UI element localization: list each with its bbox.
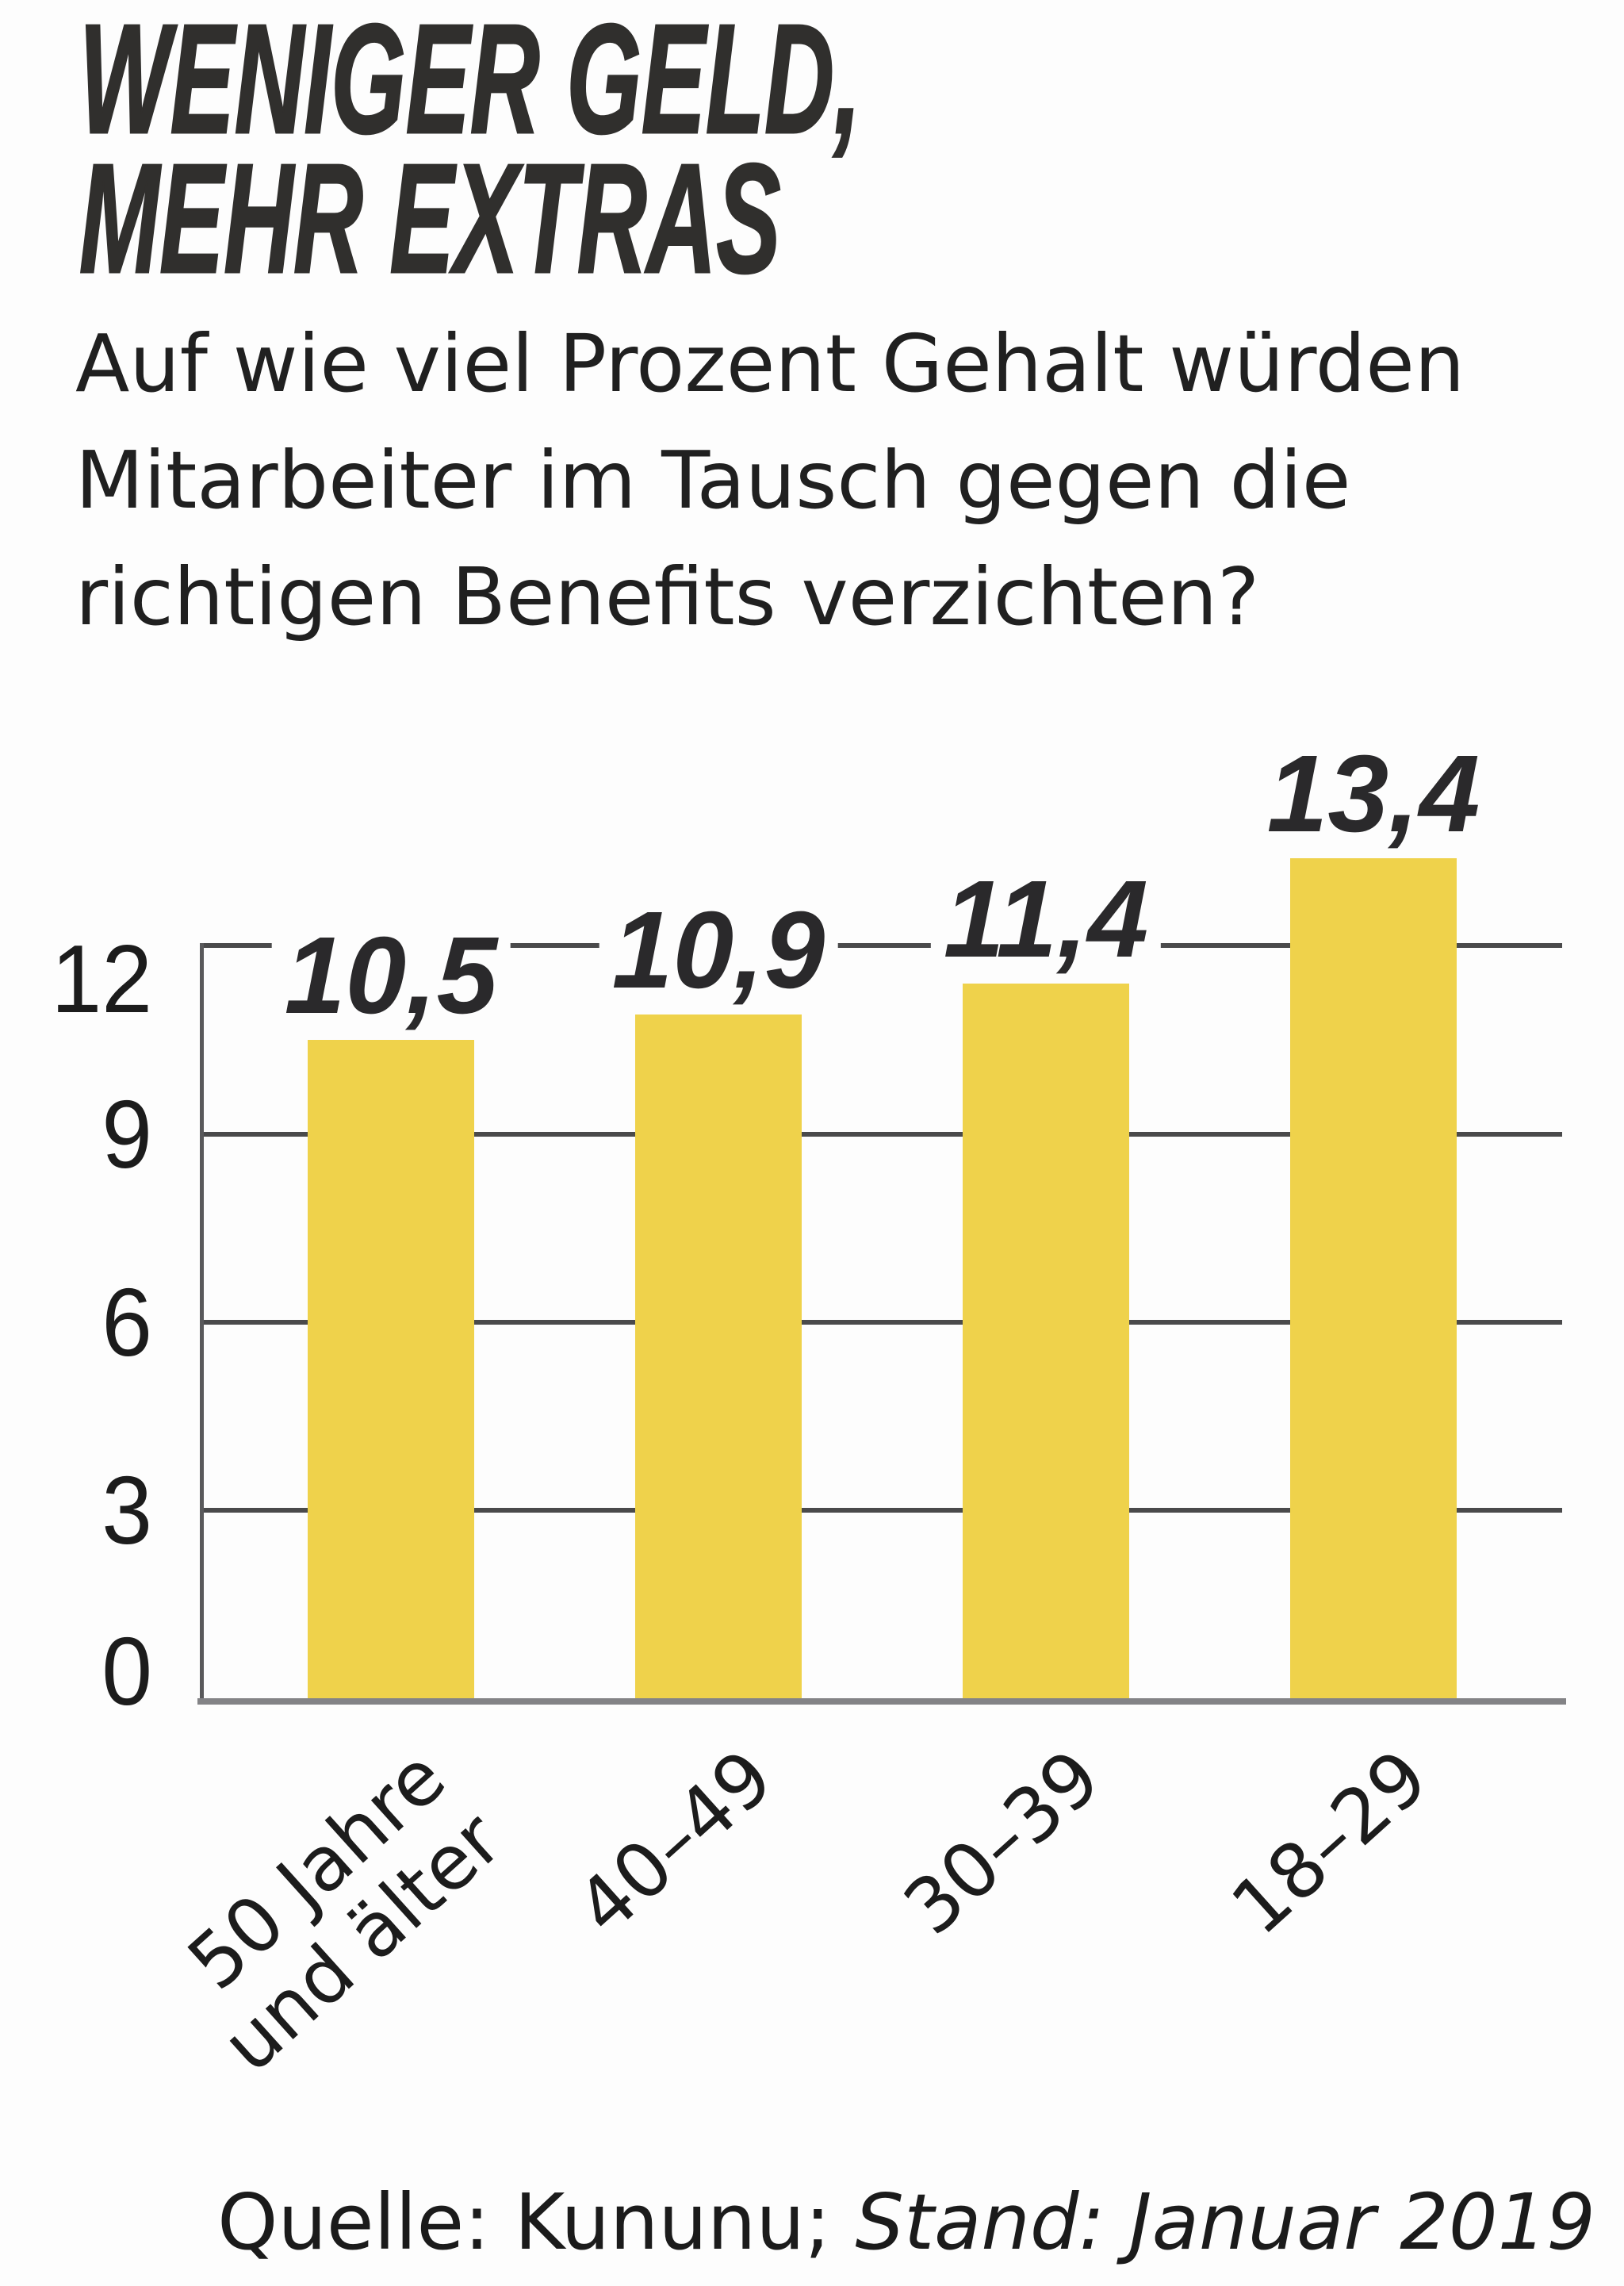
title-line-2: MEHR EXTRAS <box>79 132 781 305</box>
chart-subtitle: Auf wie viel Prozent Gehalt würden Mitarb… <box>75 317 1465 643</box>
y-axis-tick-label: 12 <box>51 925 152 1034</box>
bar-50-Jahre-und-lter <box>308 1039 474 1698</box>
y-axis-tick-label: 3 <box>102 1456 152 1564</box>
y-axis-line <box>200 943 204 1705</box>
x-axis-category-label: 18–29 <box>1215 1733 1445 1952</box>
y-axis-tick-label: 0 <box>102 1617 152 1725</box>
gridline-9 <box>200 1131 1562 1137</box>
bar-18-29 <box>1290 857 1457 1698</box>
title-line-1: WENIGER GELD, <box>79 0 862 166</box>
gridline-6 <box>200 1319 1562 1325</box>
bar-value-label: 10,9 <box>599 896 838 1006</box>
bar-30-39 <box>963 983 1129 1698</box>
x-axis-category-label: 30–39 <box>887 1733 1117 1952</box>
bar-40-49 <box>635 1015 802 1698</box>
source-note: Quelle: Kununu; Stand: Januar 2019 <box>217 2177 1595 2267</box>
gridline-3 <box>200 1507 1562 1513</box>
x-axis-category-label: 50 Jahre und älter <box>171 1733 519 2089</box>
source-date: Stand: Januar 2019 <box>855 2177 1595 2267</box>
gridline-12 <box>200 943 1562 949</box>
y-axis-tick-label: 9 <box>102 1080 152 1188</box>
bar-value-label: 11,4 <box>930 864 1162 974</box>
x-axis-line <box>197 1698 1566 1705</box>
chart-title: WENIGER GELD, MEHR EXTRAS <box>79 0 862 297</box>
bar-value-label: 13,4 <box>1254 738 1493 849</box>
source-text: Quelle: Kununu; <box>217 2177 856 2267</box>
bar-value-label: 10,5 <box>271 920 511 1030</box>
x-axis-category-label: 40–49 <box>560 1733 790 1952</box>
y-axis-tick-label: 6 <box>102 1268 152 1376</box>
